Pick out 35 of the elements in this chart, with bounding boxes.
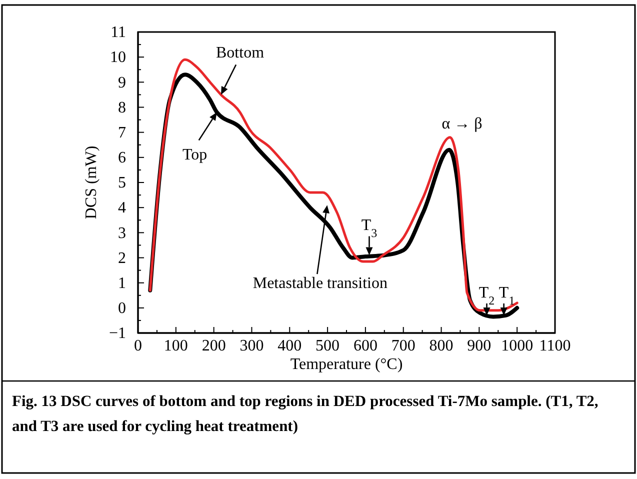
y-tick-label: 2 bbox=[118, 250, 126, 267]
x-tick-label: 600 bbox=[353, 337, 378, 354]
annotation: T$_{2}$ bbox=[478, 284, 495, 308]
annotation: Metastable transition bbox=[252, 275, 388, 292]
y-tick-label: −1 bbox=[108, 325, 126, 342]
x-tick-label: 200 bbox=[202, 337, 226, 354]
y-tick-label: 8 bbox=[118, 99, 126, 116]
x-tick-label: 300 bbox=[240, 337, 264, 354]
y-tick-label: 3 bbox=[118, 224, 126, 242]
x-axis-title: Temperature (°C) bbox=[290, 356, 403, 373]
y-tick-label: 0 bbox=[118, 300, 126, 318]
annotation: α → β bbox=[442, 115, 482, 132]
y-tick-label: 10 bbox=[110, 49, 126, 66]
y-tick-label: 1 bbox=[118, 274, 126, 292]
series-label: Bottom bbox=[216, 44, 265, 62]
y-tick-label: 11 bbox=[110, 24, 126, 42]
y-axis-title: DCS (mW) bbox=[83, 146, 100, 220]
x-tick-label: 1000 bbox=[501, 337, 534, 354]
x-tick-label: 0 bbox=[134, 337, 142, 354]
x-tick-label: 100 bbox=[164, 337, 188, 354]
x-tick-label: 700 bbox=[391, 337, 416, 354]
y-tick-label: 6 bbox=[118, 150, 126, 167]
x-tick-label: 900 bbox=[467, 337, 492, 354]
y-tick-label: 9 bbox=[118, 74, 126, 92]
x-tick-label: 500 bbox=[316, 337, 340, 354]
y-tick-label: 7 bbox=[118, 124, 126, 142]
y-tick-label: 5 bbox=[118, 174, 126, 192]
annotation: T$_{3}$ bbox=[361, 217, 378, 240]
legend-label: Top bbox=[182, 146, 208, 164]
x-tick-label: 400 bbox=[278, 337, 302, 354]
y-tick-label: 4 bbox=[118, 200, 126, 217]
x-tick-label: 800 bbox=[429, 337, 454, 354]
caption: Fig. 13 DSC curves of bottom and top regions in DED processed Ti-7Mo sample. (T1, T2, and T3 are used for cycling heat treatment) bbox=[12, 393, 598, 435]
x-tick-label: 1100 bbox=[539, 337, 571, 354]
annotation: T$_{1}$ bbox=[498, 284, 515, 308]
